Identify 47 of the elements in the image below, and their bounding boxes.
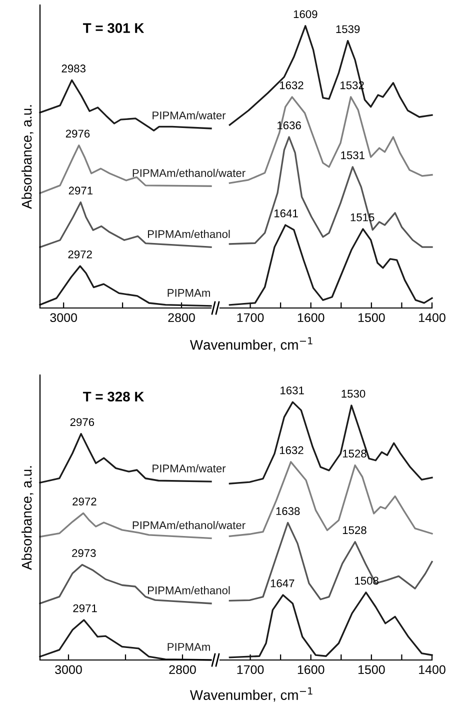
annotation: 2971 [73,604,97,612]
x-tick-label: 1700 [237,313,264,322]
annotation: 2976 [70,418,94,426]
series-label: PIPMAm/water [152,464,226,472]
annotation: 2971 [68,186,93,195]
annotation: 1528 [342,526,366,534]
series-label: PIPMAm/ethanol [148,230,230,238]
x-tick-label: 1400 [419,665,446,674]
annotation: 1632 [280,446,304,454]
annotation: 1632 [280,81,304,90]
series-label: PIPMAm/ethanol/water [132,521,246,530]
annotation: 2972 [72,498,96,506]
chart-title: T = 328 K [83,392,144,402]
annotation: 1638 [276,507,300,516]
x-axis-title: Wavenumber, cm$^{−1}$ [190,337,312,352]
annotation: 2973 [72,549,96,558]
x-tick-label: 3000 [55,665,82,674]
x-tick-label: 1400 [419,313,446,322]
annotation: 2976 [66,130,90,138]
x-tick-label: 2800 [168,313,195,322]
annotation: 1609 [294,10,318,18]
annotation: 2983 [62,64,86,72]
annotation: 1647 [270,579,294,588]
chart-title: T = 301 K [83,23,144,33]
y-axis-title: Absorbance, a.u. [21,105,34,209]
x-tick-label: 1600 [298,665,324,674]
series-label: PIPMAm/ethanol [148,586,230,594]
annotation: 1531 [341,151,364,160]
x-tick-label: 1600 [298,313,324,322]
annotation: 1539 [336,25,360,34]
y-axis-title: Absorbance, a.u. [21,466,34,570]
annotation: 2972 [68,250,92,258]
series-label: PIPMAm/water [152,111,226,120]
x-tick-label: 1500 [358,313,385,322]
x-tick-label: 3000 [50,313,77,322]
annotation: 1636 [278,121,301,130]
x-tick-label: 2800 [169,665,196,674]
annotation: 1530 [342,390,366,398]
series-label: PIPMAm [168,289,210,297]
x-tick-label: 1700 [237,665,264,674]
annotation: 1528 [342,450,366,458]
annotation: 1641 [274,209,298,218]
series-label: PIPMAm/ethanol/water [132,168,246,177]
x-tick-label: 1500 [358,665,385,674]
annotation: 1631 [280,386,304,394]
x-axis-title: Wavenumber, cm$^{−1}$ [190,687,312,702]
series-label: PIPMAm [168,643,210,651]
